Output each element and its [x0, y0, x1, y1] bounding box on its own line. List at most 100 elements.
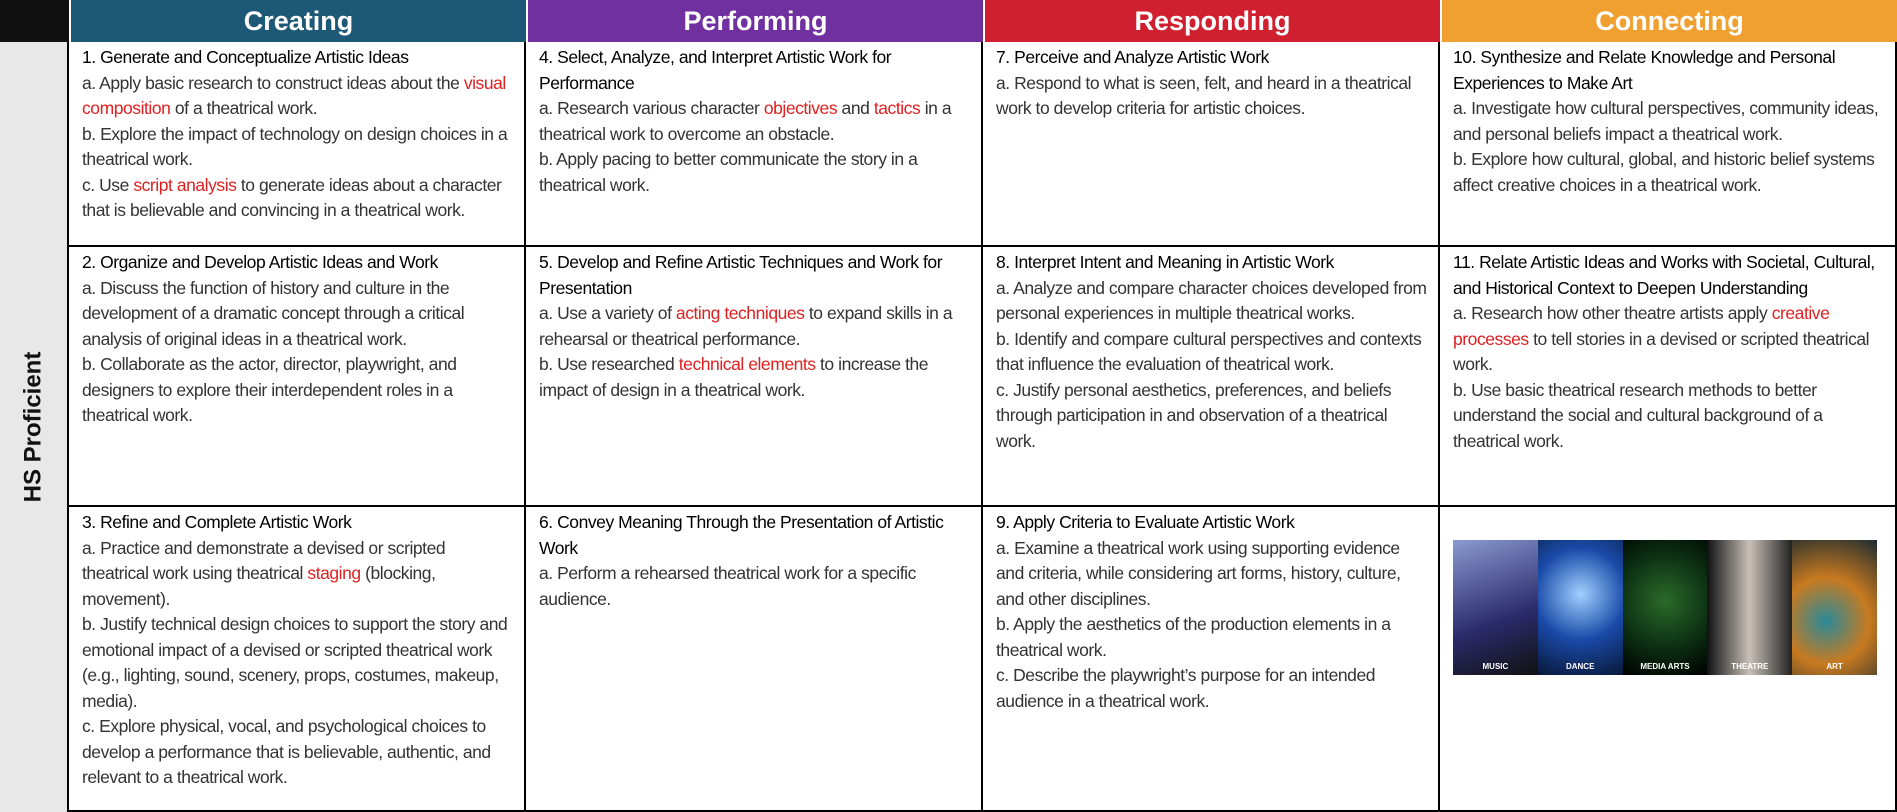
cell: 4. Select, Analyze, and Interpret Artist… — [526, 42, 983, 247]
standard-title: 9. Apply Criteria to Evaluate Artistic W… — [996, 512, 1295, 532]
item-text: a. Use a variety of — [539, 303, 676, 323]
item-text: a. Discuss the function of history and c… — [82, 277, 465, 349]
standard-item: b. Justify technical design choices to s… — [82, 612, 514, 714]
item-text: a. Examine a theatrical work using suppo… — [996, 537, 1401, 609]
item-text: b. Apply the aesthetics of the productio… — [996, 614, 1391, 660]
cell: 2. Organize and Develop Artistic Ideas a… — [69, 247, 526, 507]
standard-item: a. Discuss the function of history and c… — [82, 276, 514, 353]
cell: 8. Interpret Intent and Meaning in Artis… — [983, 247, 1440, 507]
standard-item: c. Explore physical, vocal, and psycholo… — [82, 714, 514, 791]
image-panel: THEATRE — [1707, 540, 1793, 675]
item-text: b. Apply pacing to better communicate th… — [539, 149, 918, 195]
item-text: b. Identify and compare cultural perspec… — [996, 328, 1422, 375]
image-label: DANCE — [1565, 662, 1595, 671]
cell: 5. Develop and Refine Artistic Technique… — [526, 247, 983, 507]
key-term: technical elements — [678, 354, 816, 374]
key-term: visual composition — [82, 72, 506, 119]
cell: 10. Synthesize and Relate Knowledge and … — [1440, 42, 1897, 247]
standard-item: a. Research various character objectives… — [539, 96, 971, 147]
item-text: c. Use — [82, 174, 134, 195]
cell: MUSIC DANCE MEDIA ARTS THEATRE ART — [1440, 507, 1897, 812]
standard-item: a. Investigate how cultural perspectives… — [1453, 96, 1885, 147]
side-label-cell: HS Proficient — [0, 42, 69, 812]
item-text: to generate ideas about a character that… — [82, 174, 502, 221]
standard-item: a. Perform a rehearsed theatrical work f… — [539, 561, 971, 612]
item-text: a. Perform a rehearsed theatrical work f… — [539, 563, 916, 609]
arts-image: MUSIC DANCE MEDIA ARTS THEATRE ART — [1453, 540, 1877, 675]
item-text: a. Respond to what is seen, felt, and he… — [996, 72, 1412, 119]
item-text: c. Explore physical, vocal, and psycholo… — [82, 716, 491, 787]
standard-item: a. Use a variety of acting techniques to… — [539, 301, 971, 352]
standard-item: a. Research how other theatre artists ap… — [1453, 301, 1885, 378]
standard-title: 7. Perceive and Analyze Artistic Work — [996, 47, 1269, 67]
key-term: objectives — [763, 98, 838, 118]
standard-title: 1. Generate and Conceptualize Artistic I… — [82, 47, 409, 67]
column-header: Responding — [983, 0, 1440, 42]
item-text: and — [837, 98, 874, 118]
standard-item: c. Justify personal aesthetics, preferen… — [996, 378, 1428, 455]
cell: 11. Relate Artistic Ideas and Works with… — [1440, 247, 1897, 507]
image-label: MUSIC — [1482, 662, 1509, 671]
standard-item: c. Use script analysis to generate ideas… — [82, 173, 514, 224]
cell: 6. Convey Meaning Through the Presentati… — [526, 507, 983, 812]
item-text: a. Apply basic research to construct ide… — [82, 72, 464, 93]
column-header: Performing — [526, 0, 983, 42]
item-text: a. Research various character — [539, 98, 764, 118]
standard-title: 6. Convey Meaning Through the Presentati… — [539, 512, 944, 558]
cell: 9. Apply Criteria to Evaluate Artistic W… — [983, 507, 1440, 812]
standard-item: a. Apply basic research to construct ide… — [82, 71, 514, 122]
item-text: b. Explore the impact of technology on d… — [82, 123, 508, 170]
image-panel: MEDIA ARTS — [1622, 540, 1708, 675]
item-text: c. Justify personal aesthetics, preferen… — [996, 379, 1392, 451]
image-panel: MUSIC — [1453, 540, 1538, 675]
item-text: b. Collaborate as the actor, director, p… — [82, 354, 457, 425]
item-text: to expand skills in a rehearsal or theat… — [539, 303, 953, 349]
standard-item: b. Explore the impact of technology on d… — [82, 122, 514, 173]
standard-item: b. Collaborate as the actor, director, p… — [82, 352, 514, 429]
column-header: Creating — [69, 0, 526, 42]
standard-title: 5. Develop and Refine Artistic Technique… — [539, 252, 943, 298]
item-text: c. Describe the playwright’s purpose for… — [996, 665, 1376, 711]
item-text: in a theatrical work to overcome an obst… — [539, 98, 952, 144]
standard-title: 3. Refine and Complete Artistic Work — [82, 512, 352, 532]
corner — [0, 0, 69, 42]
standard-item: b. Identify and compare cultural perspec… — [996, 327, 1428, 378]
standard-title: 8. Interpret Intent and Meaning in Artis… — [996, 252, 1334, 272]
standard-item: b. Apply pacing to better communicate th… — [539, 147, 971, 198]
standard-title: 11. Relate Artistic Ideas and Works with… — [1453, 252, 1875, 298]
standard-item: a. Examine a theatrical work using suppo… — [996, 536, 1428, 613]
standard-item: c. Describe the playwright’s purpose for… — [996, 663, 1428, 714]
standard-title: 2. Organize and Develop Artistic Ideas a… — [82, 252, 438, 272]
standard-item: b. Use researched technical elements to … — [539, 352, 971, 403]
key-term: tactics — [873, 98, 921, 118]
item-text: b. Justify technical design choices to s… — [82, 614, 508, 711]
standard-title: 4. Select, Analyze, and Interpret Artist… — [539, 47, 892, 93]
image-panel: DANCE — [1537, 540, 1623, 675]
item-text: to tell stories in a devised or scripted… — [1453, 328, 1870, 375]
key-term: staging — [307, 563, 361, 583]
image-panel: ART — [1792, 540, 1877, 675]
item-text: a. Investigate how cultural perspectives… — [1453, 98, 1879, 144]
key-term: creative processes — [1453, 303, 1830, 349]
image-label: ART — [1826, 662, 1843, 671]
cell: 1. Generate and Conceptualize Artistic I… — [69, 42, 526, 247]
item-text: a. Research how other theatre artists ap… — [1453, 303, 1772, 323]
side-label: HS Proficient — [19, 351, 47, 503]
image-label: THEATRE — [1731, 662, 1769, 671]
item-text: of a theatrical work. — [170, 98, 318, 118]
item-text: b. Use basic theatrical research methods… — [1453, 379, 1823, 451]
item-text: b. Use researched — [539, 354, 679, 374]
column-header: Connecting — [1440, 0, 1897, 42]
standard-title: 10. Synthesize and Relate Knowledge and … — [1453, 47, 1836, 93]
standard-item: b. Explore how cultural, global, and his… — [1453, 147, 1885, 198]
item-text: b. Explore how cultural, global, and his… — [1453, 149, 1875, 195]
key-term: script analysis — [133, 174, 237, 195]
item-text: to increase the impact of design in a th… — [539, 354, 929, 400]
item-text: (blocking, movement). — [82, 563, 436, 609]
item-text: a. Analyze and compare character choices… — [996, 277, 1427, 324]
cell: 3. Refine and Complete Artistic Work a. P… — [69, 507, 526, 812]
standard-item: a. Analyze and compare character choices… — [996, 276, 1428, 327]
image-label: MEDIA ARTS — [1640, 662, 1690, 671]
standard-item: a. Practice and demonstrate a devised or… — [82, 536, 514, 613]
